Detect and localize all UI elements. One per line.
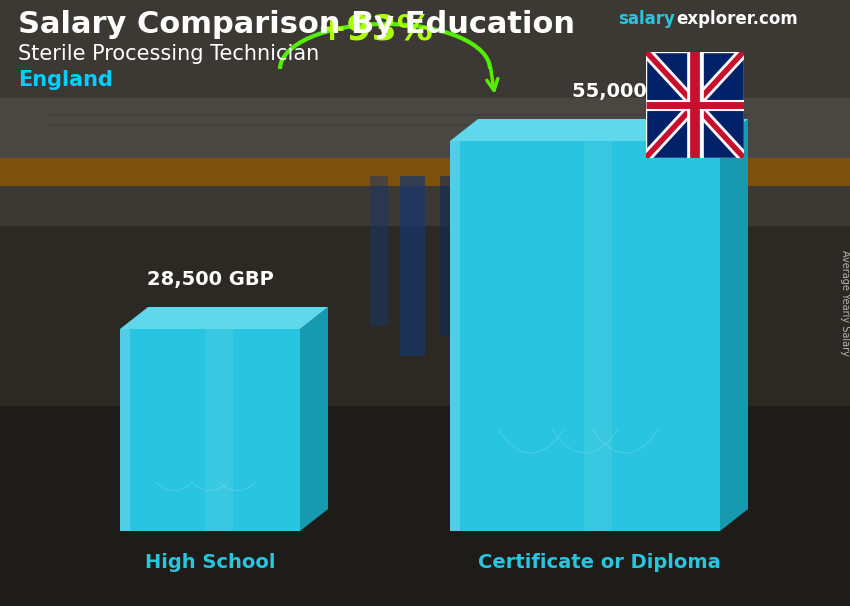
Bar bbox=[0, 98, 850, 158]
Polygon shape bbox=[450, 119, 748, 141]
FancyBboxPatch shape bbox=[646, 52, 744, 158]
Polygon shape bbox=[205, 329, 233, 531]
Polygon shape bbox=[585, 141, 613, 531]
Text: Salary Comparison By Education: Salary Comparison By Education bbox=[18, 10, 575, 39]
Polygon shape bbox=[120, 329, 300, 531]
Polygon shape bbox=[120, 307, 328, 329]
Text: 55,000 GBP: 55,000 GBP bbox=[572, 82, 698, 101]
Text: Sterile Processing Technician: Sterile Processing Technician bbox=[18, 44, 320, 64]
Polygon shape bbox=[300, 307, 328, 531]
Bar bbox=[0, 226, 850, 406]
Polygon shape bbox=[720, 119, 748, 531]
Bar bbox=[370, 176, 388, 326]
Bar bbox=[0, 158, 850, 186]
Polygon shape bbox=[450, 509, 748, 531]
Bar bbox=[50, 54, 750, 56]
Text: Certificate or Diploma: Certificate or Diploma bbox=[478, 553, 720, 572]
Bar bbox=[0, 0, 850, 226]
Text: High School: High School bbox=[144, 553, 275, 572]
Text: 28,500 GBP: 28,500 GBP bbox=[146, 270, 274, 289]
Text: Average Yearly Salary: Average Yearly Salary bbox=[840, 250, 850, 356]
Bar bbox=[400, 176, 425, 356]
Bar bbox=[50, 74, 750, 76]
Bar bbox=[50, 94, 750, 96]
Text: +93%: +93% bbox=[316, 13, 434, 47]
Text: England: England bbox=[18, 70, 113, 90]
Polygon shape bbox=[450, 141, 460, 531]
Bar bbox=[0, 406, 850, 606]
Bar bbox=[50, 114, 750, 116]
Text: explorer.com: explorer.com bbox=[676, 10, 798, 28]
Polygon shape bbox=[120, 509, 328, 531]
Bar bbox=[440, 176, 460, 336]
Bar bbox=[50, 124, 750, 126]
Polygon shape bbox=[120, 329, 130, 531]
Polygon shape bbox=[450, 141, 720, 531]
Text: salary: salary bbox=[618, 10, 675, 28]
